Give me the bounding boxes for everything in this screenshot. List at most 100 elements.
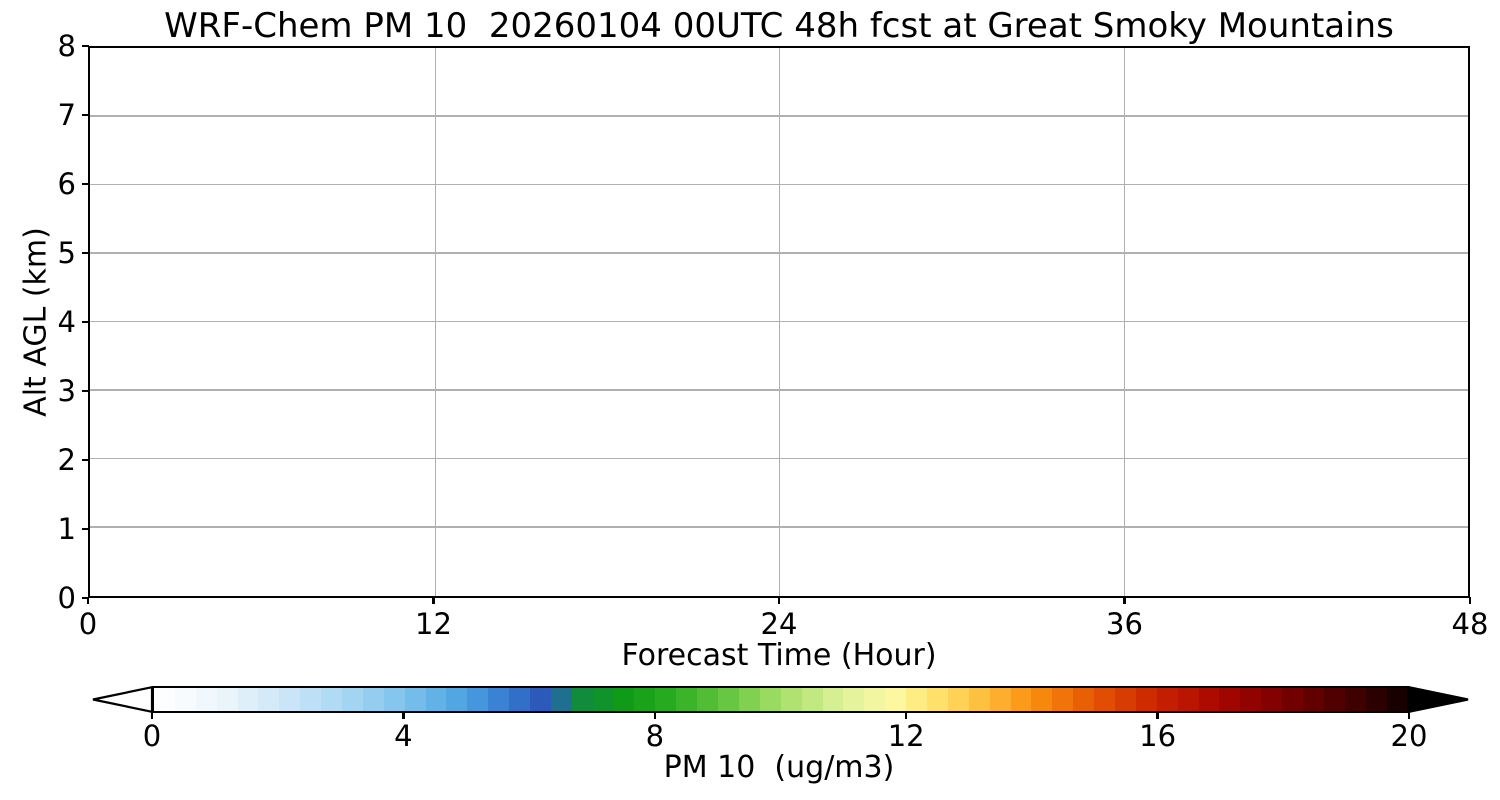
colorbar-band — [676, 688, 698, 711]
colorbar-band — [738, 688, 760, 711]
y-tick-label: 6 — [57, 167, 76, 201]
colorbar-over-arrow — [1408, 686, 1469, 713]
colorbar-band — [342, 688, 363, 711]
gridline-v — [434, 48, 436, 596]
colorbar-tick-label: 4 — [394, 719, 413, 753]
colorbar-band — [843, 688, 865, 711]
gridline-v — [779, 48, 781, 596]
y-tick-mark — [82, 389, 89, 393]
colorbar-band — [174, 688, 196, 711]
colorbar-band — [801, 688, 823, 711]
y-tick-mark — [82, 458, 89, 462]
colorbar-band — [488, 688, 510, 711]
colorbar-band — [885, 688, 907, 711]
colorbar-band — [1135, 688, 1157, 711]
colorbar-gradient — [152, 686, 1409, 713]
colorbar-band — [383, 688, 405, 711]
x-tick-label: 12 — [415, 607, 452, 641]
y-tick-mark — [82, 113, 89, 117]
colorbar-band — [906, 688, 927, 711]
colorbar-band — [864, 688, 886, 711]
colorbar-tick-label: 12 — [887, 719, 925, 753]
colorbar-band — [1240, 688, 1262, 711]
y-tick-mark — [82, 251, 89, 255]
y-tick-label: 8 — [57, 29, 76, 63]
colorbar-band — [592, 688, 614, 711]
x-tick-mark — [432, 597, 435, 604]
colorbar-band — [1094, 688, 1115, 711]
colorbar-tick-label: 8 — [645, 719, 665, 753]
colorbar-band — [1073, 688, 1095, 711]
colorbar-band — [300, 688, 322, 711]
colorbar-band — [404, 688, 426, 711]
colorbar-band — [1052, 688, 1074, 711]
colorbar-band — [1344, 688, 1366, 711]
y-tick-label: 1 — [57, 512, 76, 546]
colorbar-band — [279, 688, 301, 711]
colorbar-tick-label: 20 — [1390, 719, 1428, 753]
colorbar-band — [718, 688, 739, 711]
colorbar-band — [1219, 688, 1241, 711]
colorbar-band — [634, 688, 656, 711]
colorbar-band — [780, 688, 802, 711]
colorbar-band — [1302, 688, 1324, 711]
x-tick-mark — [777, 597, 781, 604]
colorbar-band — [362, 688, 384, 711]
colorbar-band — [613, 688, 635, 711]
colorbar-band — [425, 688, 447, 711]
y-tick-mark — [82, 320, 89, 324]
x-tick-label: 36 — [1106, 607, 1143, 641]
colorbar-band — [321, 688, 343, 711]
x-tick-label: 0 — [78, 607, 98, 641]
colorbar-under-arrow — [92, 686, 153, 713]
colorbar-tick-mark — [1156, 712, 1159, 719]
colorbar-band — [1156, 688, 1178, 711]
colorbar-band — [195, 688, 217, 711]
colorbar-band — [154, 688, 175, 711]
colorbar-label: PM 10 (ug/m3) — [663, 750, 895, 785]
y-tick-label: 4 — [57, 305, 76, 339]
y-tick-mark — [82, 44, 89, 48]
colorbar-tick-mark — [905, 712, 908, 719]
colorbar-band — [1198, 688, 1220, 711]
colorbar-band — [216, 688, 238, 711]
x-tick-mark — [1123, 597, 1126, 604]
colorbar-band — [926, 688, 948, 711]
colorbar-band — [237, 688, 259, 711]
colorbar-tick-mark — [1407, 712, 1411, 719]
y-tick-label: 0 — [57, 581, 76, 615]
colorbar-band — [655, 688, 677, 711]
colorbar-tick-mark — [150, 712, 154, 719]
y-tick-label: 5 — [57, 236, 76, 270]
colorbar-band — [446, 688, 468, 711]
colorbar-band — [509, 688, 531, 711]
x-tick-label: 48 — [1451, 607, 1489, 641]
colorbar-tick-label: 0 — [142, 719, 162, 753]
y-tick-label: 7 — [57, 98, 76, 132]
colorbar-tick-mark — [402, 712, 405, 719]
colorbar-tick-label: 16 — [1139, 719, 1177, 753]
colorbar-band — [1323, 688, 1345, 711]
x-tick-label: 24 — [760, 607, 798, 641]
colorbar-band — [1365, 688, 1387, 711]
colorbar-band — [822, 688, 844, 711]
colorbar-band — [530, 688, 551, 711]
plot-area — [88, 46, 1470, 598]
y-tick-label: 2 — [57, 443, 76, 477]
colorbar-band — [1031, 688, 1053, 711]
colorbar-tick-mark — [653, 712, 656, 719]
y-tick-mark — [82, 596, 89, 600]
gridline-v — [1123, 48, 1125, 596]
colorbar-band — [1114, 688, 1136, 711]
colorbar-band — [1261, 688, 1283, 711]
colorbar-band — [989, 688, 1011, 711]
chart-title: WRF-Chem PM 10 20260104 00UTC 48h fcst a… — [164, 6, 1394, 46]
colorbar-band — [1177, 688, 1199, 711]
colorbar-band — [467, 688, 489, 711]
y-tick-label: 3 — [57, 374, 76, 408]
x-tick-mark — [86, 597, 90, 604]
colorbar-band — [697, 688, 719, 711]
x-tick-mark — [1468, 597, 1472, 604]
colorbar-band — [1386, 688, 1407, 711]
